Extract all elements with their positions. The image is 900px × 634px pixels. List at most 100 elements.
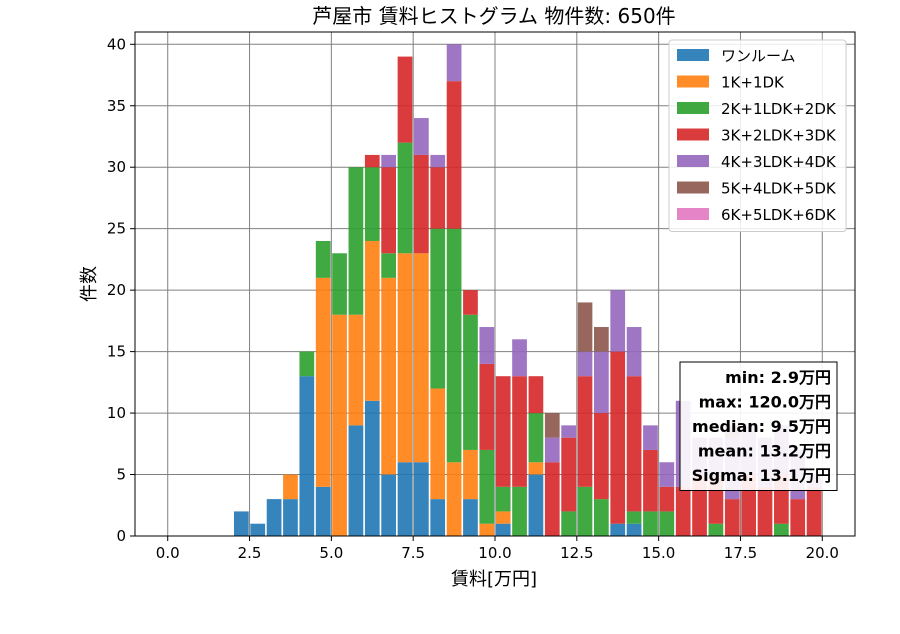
histogram-bar: [315, 486, 331, 536]
histogram-bar: [659, 511, 675, 536]
histogram-bar: [495, 523, 511, 536]
histogram-bar: [724, 499, 740, 536]
grid-lines: [135, 32, 855, 537]
stats-line: min: 2.9万円: [725, 368, 831, 387]
histogram-bar: [414, 118, 429, 155]
y-tick-label: 30: [107, 158, 126, 176]
stats-box-frame: [679, 361, 838, 491]
histogram-bar: [561, 511, 576, 536]
legend-label: 2K+1LDK+2DK: [721, 100, 837, 118]
histogram-bar: [512, 486, 527, 536]
x-tick-label: 17.5: [724, 544, 757, 562]
histogram-bar: [364, 154, 380, 168]
legend-swatch: [677, 155, 709, 167]
histogram-bar: [561, 437, 576, 512]
stats-line: Sigma: 13.1万円: [692, 466, 831, 485]
histogram-bar: [577, 486, 593, 536]
histogram-bar: [544, 437, 560, 463]
histogram-bar: [463, 499, 478, 536]
stats-box: min: 2.9万円 max: 120.0万円 median: 9.5万円 mean:…: [679, 361, 838, 491]
histogram-bar: [479, 327, 495, 364]
histogram-bar: [594, 327, 609, 352]
histogram-bar: [348, 425, 364, 536]
histogram-bar: [577, 302, 593, 352]
legend-box: [668, 39, 847, 232]
histogram-bar: [299, 351, 315, 377]
histogram-bar: [626, 327, 642, 377]
legend-swatch: [677, 75, 709, 88]
histogram-bar: [315, 240, 331, 278]
histogram-bar: [528, 413, 544, 463]
plot-frame: [134, 31, 856, 537]
histogram-bar: [790, 499, 806, 536]
histogram-bar: [430, 167, 446, 229]
histogram-bar: [626, 376, 642, 512]
axes: 0.0 2.5 5.0 7.5 10.0 12.5 15.0 17.5 20.0 0 5 10 15 20…: [107, 31, 856, 562]
histogram-bar: [381, 474, 396, 536]
histogram-bar: [381, 253, 396, 278]
legend-label: 1K+1DK: [721, 74, 785, 92]
histogram-bar: [364, 240, 380, 401]
chart-title: 芦屋市 賃料ヒストグラム 物件数: 650件: [312, 4, 675, 28]
x-tick-label: 2.5: [238, 544, 262, 562]
histogram-bar: [512, 339, 527, 377]
histogram-bar: [332, 253, 347, 315]
histogram-bar: [643, 449, 658, 512]
legend-swatch: [677, 181, 709, 194]
histogram-bar: [446, 81, 462, 229]
x-tick-label: 12.5: [560, 544, 593, 562]
stats-line: max: 120.0万円: [699, 393, 831, 412]
histogram-bar: [806, 486, 822, 536]
histogram-bar: [446, 44, 462, 82]
legend-label: 3K+2LDK+3DK: [721, 127, 837, 145]
histogram-bar: [430, 388, 446, 500]
histogram-bar: [381, 277, 396, 475]
histogram-bar: [610, 351, 626, 524]
histogram-bar: [414, 462, 429, 536]
histogram-bar: [381, 154, 396, 168]
histogram-bar: [414, 154, 429, 254]
y-tick-label: 40: [107, 35, 126, 53]
histogram-bar: [495, 486, 511, 512]
histogram-bar: [430, 154, 446, 168]
histogram-bar: [397, 142, 413, 254]
legend: ワンルーム 1K+1DK 2K+1LDK+2DK 3K+2LDK+3DK 4K+3LDK…: [668, 39, 847, 232]
histogram-bar: [643, 511, 658, 536]
y-tick-label: 0: [116, 527, 126, 545]
legend-swatch: [677, 49, 709, 61]
histogram-bar: [397, 462, 413, 536]
histogram-bar: [708, 523, 724, 536]
histogram-bar: [283, 474, 298, 500]
histogram-bar: [430, 499, 446, 536]
histogram-bar: [626, 511, 642, 524]
legend-label: 5K+4LDK+5DK: [721, 180, 837, 198]
histogram-bar: [544, 462, 560, 536]
legend-label: 4K+3LDK+4DK: [721, 153, 837, 171]
histogram-bar: [544, 413, 560, 438]
histogram-bar: [479, 363, 495, 450]
legend-label: ワンルーム: [721, 47, 796, 65]
legend-swatch: [677, 128, 709, 141]
histogram-bar: [463, 449, 478, 500]
histogram-bar: [577, 376, 593, 487]
histogram-bar: [610, 290, 626, 352]
histogram-bar: [561, 425, 576, 438]
y-tick-label: 20: [107, 281, 126, 299]
histogram-bar: [463, 314, 478, 450]
histogram-bar: [332, 314, 347, 536]
histogram-bar: [594, 351, 609, 414]
histogram-bar: [283, 499, 298, 536]
histogram-bar: [528, 376, 544, 414]
x-tick-label: 0.0: [156, 544, 180, 562]
x-axis-label: 賃料[万円]: [451, 569, 537, 590]
histogram-bar: [528, 474, 544, 536]
histogram-bar: [234, 511, 249, 536]
histogram-bar: [397, 253, 413, 463]
x-tick-label: 5.0: [319, 544, 343, 562]
histogram-bar: [381, 167, 396, 254]
histogram-bar: [348, 167, 364, 315]
histogram-bar: [479, 449, 495, 524]
histogram-bar: [594, 413, 609, 500]
